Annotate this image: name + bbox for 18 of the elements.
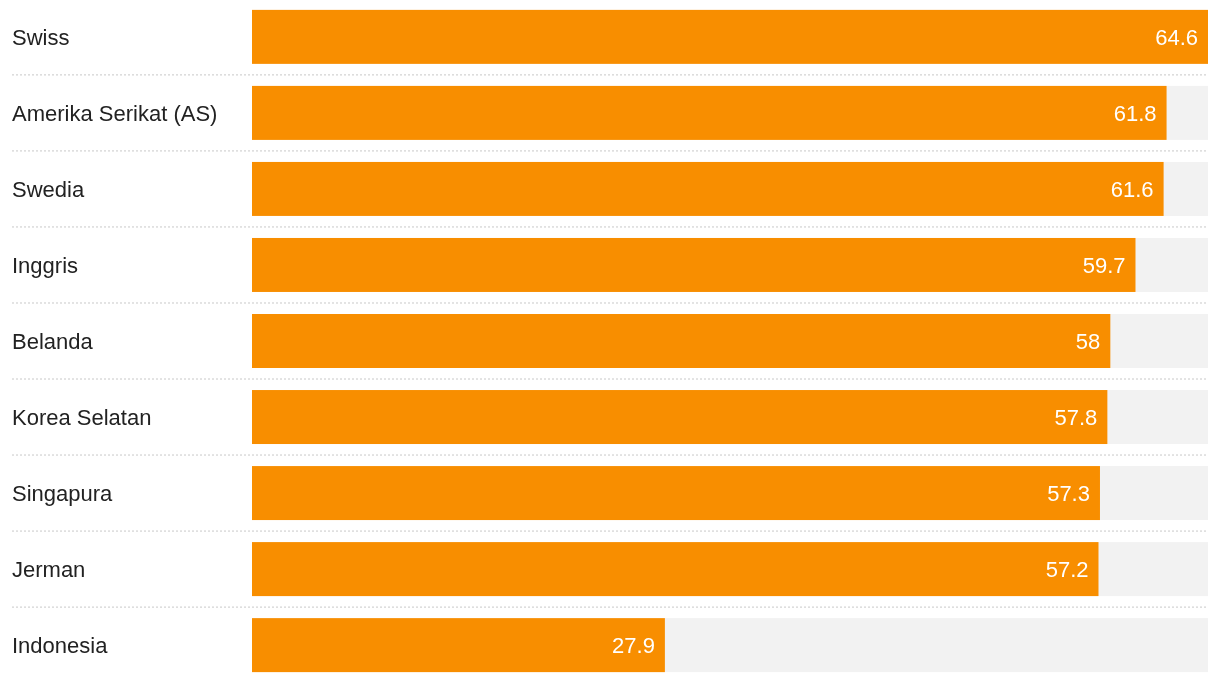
- y-tick-label: Inggris: [12, 252, 79, 278]
- y-tick-label: Singapura: [12, 480, 114, 506]
- data-label: 61.6: [1110, 176, 1154, 202]
- data-label: 57.8: [1054, 404, 1098, 430]
- data-label: 59.7: [1082, 252, 1126, 278]
- data-label: 64.6: [1155, 24, 1198, 50]
- data-label: 61.8: [1113, 100, 1157, 126]
- data-label: 57.2: [1045, 556, 1089, 582]
- y-tick-label: Indonesia: [12, 632, 109, 658]
- y-tick-label: Belanda: [12, 328, 94, 354]
- y-tick-label: Amerika Serikat (AS): [12, 100, 218, 126]
- data-label: 27.9: [612, 632, 655, 658]
- y-tick-label: Swiss: [12, 24, 70, 50]
- y-tick-label: Swedia: [12, 176, 85, 202]
- y-tick-label: Jerman: [12, 556, 86, 582]
- data-label: 57.3: [1047, 480, 1090, 506]
- y-tick-label: Korea Selatan: [12, 404, 152, 430]
- data-label: 58: [1075, 328, 1101, 354]
